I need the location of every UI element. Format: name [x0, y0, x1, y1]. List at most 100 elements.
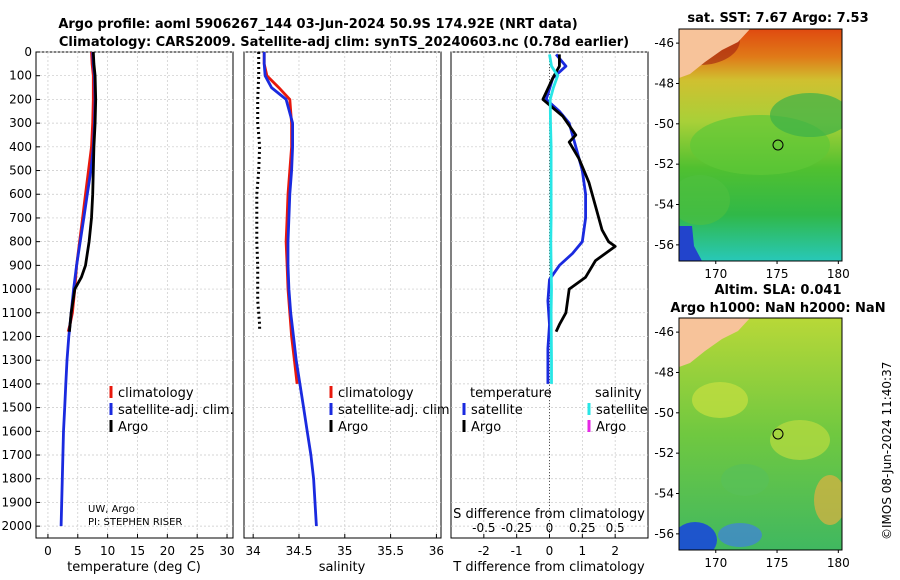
x-tick-label: 10: [100, 544, 115, 558]
y-tick-label: 100: [9, 69, 32, 83]
map-y-tick-label: -54: [654, 198, 674, 212]
y-tick-label: 1500: [1, 401, 32, 415]
difference-legend: temperature salinity satellite Argo sate…: [462, 386, 648, 435]
legend-label-temp-argo: Argo: [471, 420, 501, 435]
y-tick-label: 1300: [1, 353, 32, 367]
sla-field-patch: [718, 523, 762, 547]
series-line-salinity-satellite: [548, 54, 560, 384]
salinity-series: [255, 52, 318, 527]
sla-field-patch: [770, 420, 830, 460]
sst-map-title: sat. SST: 7.67 Argo: 7.53: [687, 11, 868, 26]
map-x-tick-label: 170: [704, 556, 727, 570]
x-tick-label: 25: [190, 544, 205, 558]
y-tick-label: 1800: [1, 472, 32, 486]
x-tick-label: 30: [219, 544, 234, 558]
series-line-argo: [255, 52, 262, 332]
sla-field-patch: [692, 382, 748, 418]
temperature-y-axis: 0 100 200 300 400 500 600 700 800 900 1000 1100 1200…: [1, 45, 40, 533]
y-tick-label: 1600: [1, 424, 32, 438]
map-y-tick-label: -48: [654, 365, 674, 379]
x-tick-label: 15: [130, 544, 145, 558]
top-tick-label: 0.5: [606, 521, 625, 535]
sst-coast-patch: [679, 226, 702, 261]
sla-map-y-axis: -46 -48 -50 -52 -54 -56: [654, 325, 679, 541]
x-tick-label: 20: [160, 544, 175, 558]
legend-label-argo: Argo: [338, 420, 368, 435]
salinity-legend: climatology satellite-adj. clim. Argo: [329, 386, 454, 435]
x-tick-label: 2: [611, 544, 619, 558]
y-tick-label: 800: [9, 235, 32, 249]
temperature-panel: 0100200300400500600700800900100011001200…: [1, 45, 234, 575]
sla-map-title-line2: Argo h1000: NaN h2000: NaN: [670, 301, 885, 316]
series-line-argo: [68, 51, 98, 332]
temperature-legend: climatology satellite-adj. clim. Argo: [109, 386, 234, 435]
map-x-tick-label: 175: [766, 556, 789, 570]
y-tick-label: 200: [9, 92, 32, 106]
legend-label-climatology: climatology: [118, 386, 194, 401]
map-y-tick-label: -56: [654, 238, 674, 252]
sla-heatmap: [679, 318, 842, 550]
map-x-tick-label: 170: [704, 267, 727, 281]
top-tick-label: -0.5: [472, 521, 495, 535]
sst-map-x-axis: 170 175 180: [704, 261, 850, 281]
series-line-temperature-argo: [541, 54, 617, 333]
top-tick-label: 0.25: [569, 521, 596, 535]
legend-label-sal-argo: Argo: [596, 420, 626, 435]
map-y-tick-label: -54: [654, 487, 674, 501]
x-tick-label: 5: [74, 544, 82, 558]
map-y-tick-label: -50: [654, 406, 674, 420]
temperature-x-axis: 0 5 10 15 20 25 30: [44, 534, 235, 558]
difference-series: [541, 53, 617, 384]
figure-title-line1: Argo profile: aoml 5906267_144 03-Jun-20…: [58, 17, 577, 32]
map-y-tick-label: -52: [654, 446, 674, 460]
x-tick-label: 35.5: [377, 544, 404, 558]
x-tick-label: 34: [246, 544, 261, 558]
salinity-panel: 34 34.5 35 35.5 36 salinity climatology sate…: [243, 51, 454, 575]
series-line-satellite-adj-clim-: [262, 52, 318, 527]
x-tick-label: 35: [337, 544, 352, 558]
sla-land: [679, 318, 750, 367]
y-tick-label: 1700: [1, 448, 32, 462]
difference-x-axis: -2 -1 0 1 2: [478, 534, 619, 558]
top-tick-label: 0: [546, 521, 554, 535]
sla-field-patch: [679, 522, 717, 550]
x-tick-label: -1: [511, 544, 523, 558]
sst-map-frame: [678, 28, 843, 262]
map-y-tick-label: -52: [654, 157, 674, 171]
x-tick-label: -2: [478, 544, 490, 558]
x-tick-label: 0: [546, 544, 554, 558]
y-tick-label: 1000: [1, 282, 32, 296]
imos-watermark: ©IMOS 08-Jun-2024 11:40:37: [880, 362, 894, 540]
sst-profile-location-marker: [772, 139, 784, 151]
salinity-grid: [244, 51, 441, 538]
y-tick-label: 1400: [1, 377, 32, 391]
legend-label-sal-satellite: satellite: [596, 403, 648, 418]
legend-label-temp-satellite: satellite: [471, 403, 523, 418]
legend-header-salinity: salinity: [595, 386, 642, 401]
x-tick-label: 34.5: [286, 544, 313, 558]
difference-x-label: T difference from climatology: [452, 560, 645, 575]
sst-map-panel: sat. SST: 7.67 Argo: 7.53 -46 -48 -50 -52 -5…: [654, 11, 868, 281]
y-tick-label: 1200: [1, 329, 32, 343]
salinity-x-axis: 34 34.5 35 35.5 36: [246, 534, 444, 558]
temperature-axes-frame: [35, 51, 234, 539]
difference-panel: -2 -1 0 1 2 -0.5 -0.25 0 0.25 0.5 T difference f…: [450, 51, 649, 575]
difference-top-label: S difference from climatology: [453, 507, 645, 522]
top-tick-label: -0.25: [501, 521, 532, 535]
salinity-x-label: salinity: [319, 560, 366, 575]
y-tick-label: 400: [9, 140, 32, 154]
y-tick-label: 600: [9, 187, 32, 201]
sst-land: [679, 29, 750, 78]
credit-pi: PI: STEPHEN RISER: [88, 517, 182, 528]
sla-map-title-line1: Altim. SLA: 0.041: [715, 283, 842, 298]
sst-heatmap: [679, 29, 842, 261]
map-x-tick-label: 180: [827, 556, 850, 570]
temperature-x-label: temperature (deg C): [67, 560, 201, 575]
sla-map-x-axis: 170 175 180: [704, 550, 850, 570]
y-tick-label: 2000: [1, 519, 32, 533]
map-y-tick-label: -46: [654, 325, 674, 339]
salinity-axes-frame: [243, 51, 442, 539]
legend-label-climatology: climatology: [338, 386, 414, 401]
y-tick-label: 300: [9, 116, 32, 130]
